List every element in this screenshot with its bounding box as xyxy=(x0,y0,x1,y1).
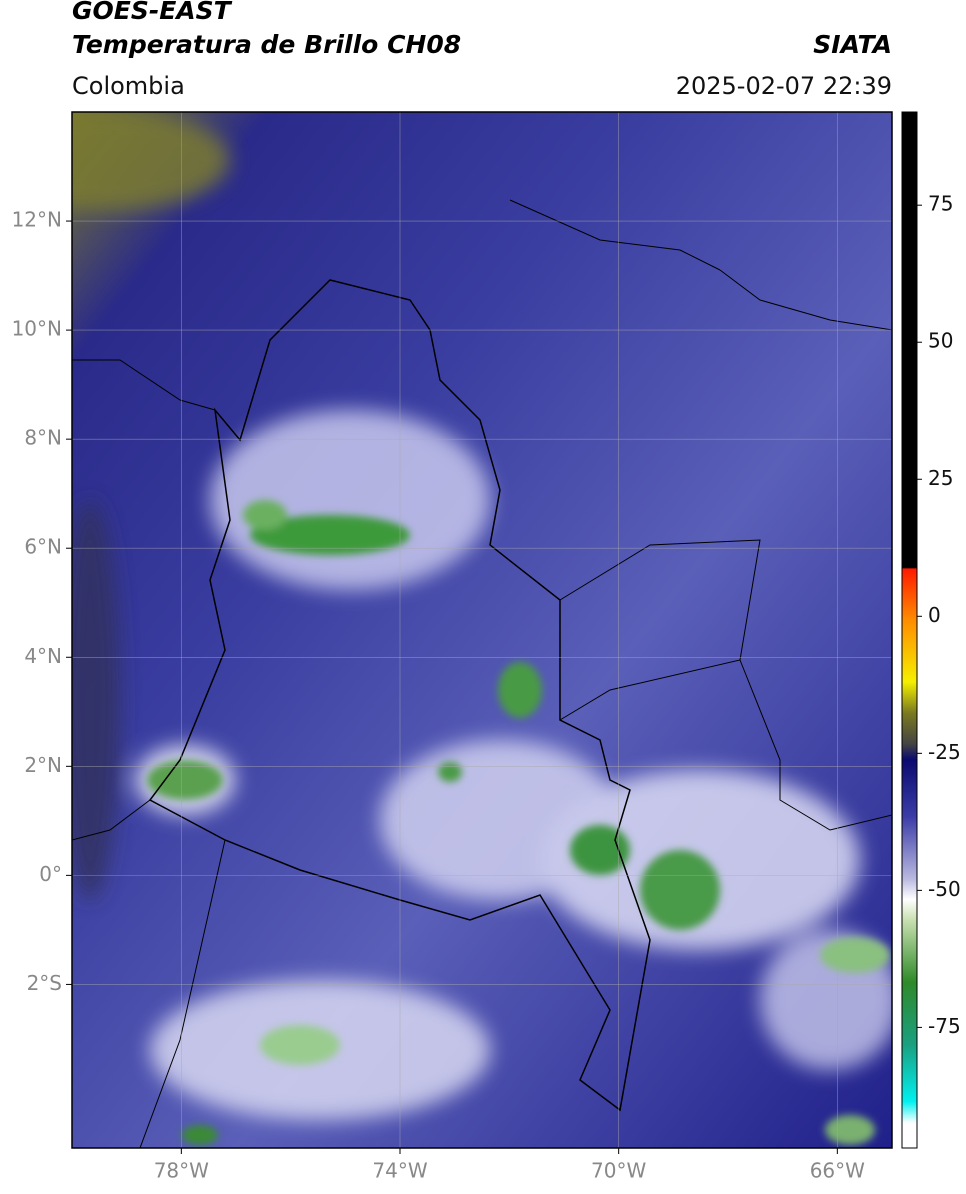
timestamp: 2025-02-07 22:39 xyxy=(676,72,892,100)
colorbar-tick-label: 50 xyxy=(928,329,953,353)
lat-tick-label: 2°N xyxy=(24,753,62,777)
map-frame xyxy=(71,111,893,1149)
colorbar-tick-label: -50 xyxy=(928,877,961,901)
source: SIATA xyxy=(813,30,892,59)
lon-tick-label: 70°W xyxy=(591,1159,646,1183)
lat-tick-label: 6°N xyxy=(24,535,62,559)
lat-tick-label: 4°N xyxy=(24,644,62,668)
region: Colombia xyxy=(72,72,185,100)
title: GOES-EAST xyxy=(72,0,233,25)
lat-tick-label: 12°N xyxy=(12,208,62,232)
colorbar-tick-label: 25 xyxy=(928,466,953,490)
lon-tick-label: 74°W xyxy=(372,1159,427,1183)
colorbar-tick-label: -25 xyxy=(928,740,961,764)
colorbar-tick-label: 75 xyxy=(928,192,953,216)
colorbar-tick-label: 0 xyxy=(928,603,941,627)
satellite-image xyxy=(72,112,892,1148)
lat-tick-label: 0° xyxy=(39,862,62,886)
lat-tick-label: 2°S xyxy=(27,971,62,995)
lon-tick-label: 78°W xyxy=(154,1159,209,1183)
lat-tick-label: 10°N xyxy=(12,317,62,341)
subtitle: Temperatura de Brillo CH08 xyxy=(72,30,461,59)
graticule xyxy=(72,112,892,1148)
lat-tick-label: 8°N xyxy=(24,426,62,450)
lon-tick-label: 66°W xyxy=(810,1159,865,1183)
colorbar xyxy=(901,111,918,1149)
colorbar-tick-label: -75 xyxy=(928,1014,961,1038)
